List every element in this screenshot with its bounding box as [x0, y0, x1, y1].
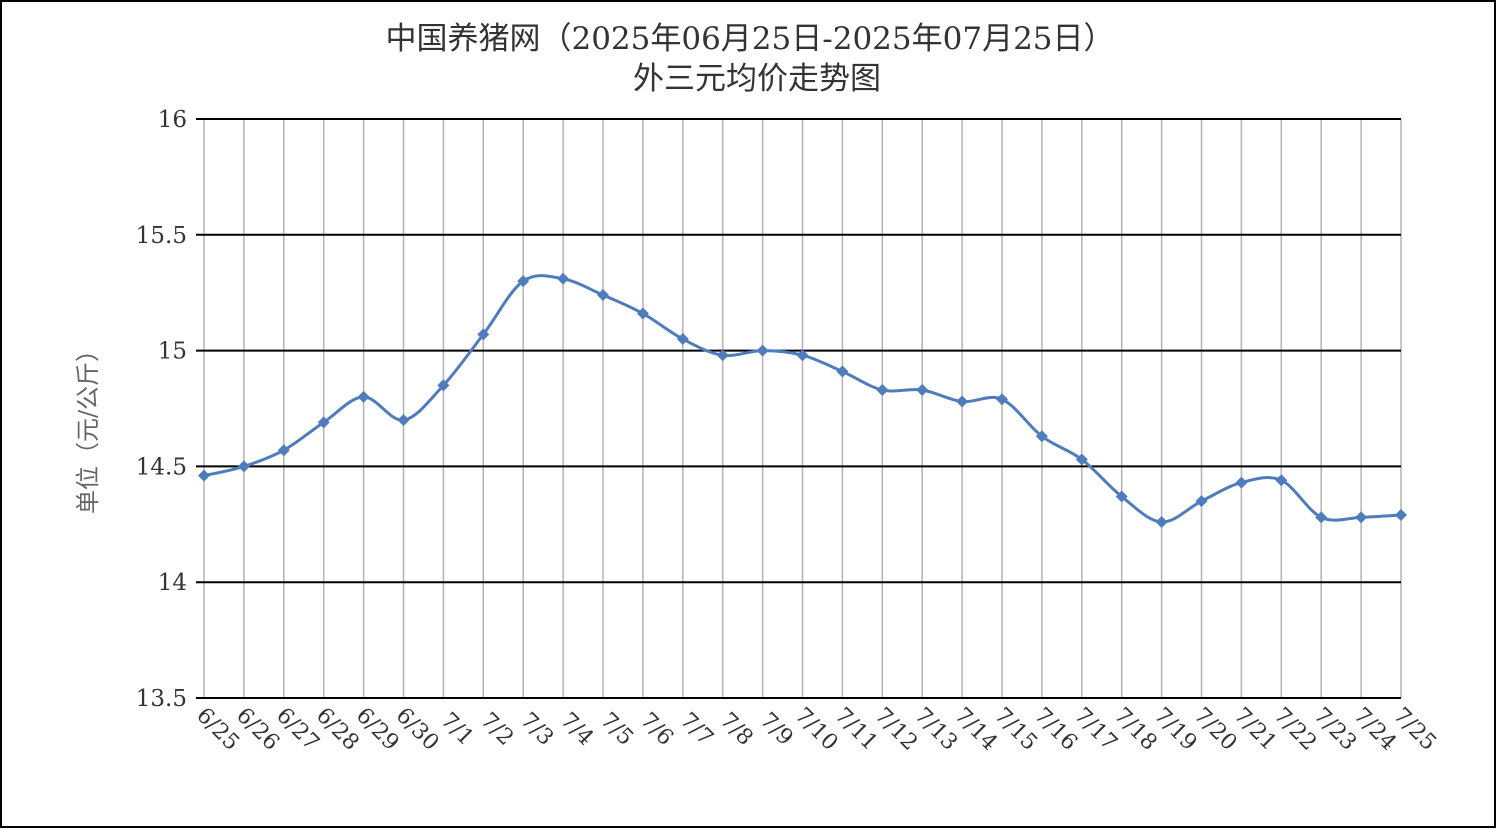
- data-point-marker: [636, 307, 649, 320]
- x-tick-label: 6/29: [351, 703, 404, 756]
- x-tick-label: 7/19: [1149, 703, 1202, 756]
- horizontal-gridlines: [196, 118, 1401, 699]
- x-tick-label: 7/22: [1269, 703, 1322, 756]
- x-tick-label: 7/17: [1069, 703, 1122, 756]
- x-tick-label: 7/3: [515, 708, 558, 751]
- x-tick-label: 7/2: [476, 708, 519, 751]
- data-point-marker: [437, 379, 450, 392]
- data-point-marker: [277, 444, 290, 457]
- data-point-marker: [836, 365, 849, 378]
- data-point-marker: [676, 333, 689, 346]
- data-point-marker: [716, 349, 729, 362]
- data-point-marker: [1395, 509, 1407, 522]
- x-tick-label: 7/7: [675, 708, 718, 751]
- x-tick-label: 7/15: [989, 703, 1042, 756]
- x-tick-label: 6/28: [311, 703, 364, 756]
- data-point-marker: [796, 349, 809, 362]
- y-tick-label: 13.5: [136, 686, 187, 712]
- x-tick-label: 7/16: [1029, 703, 1082, 756]
- x-tick-label: 7/24: [1348, 703, 1401, 756]
- data-point-marker: [557, 272, 570, 285]
- data-point-marker: [1115, 490, 1128, 503]
- data-point-marker: [1155, 515, 1168, 528]
- data-point-marker: [477, 328, 490, 341]
- data-point-marker: [1235, 476, 1248, 489]
- x-tick-label: 7/8: [715, 708, 758, 751]
- data-point-marker: [237, 460, 250, 473]
- x-tick-label: 6/26: [231, 703, 284, 756]
- x-tick-label: 7/14: [949, 703, 1002, 756]
- x-tick-label: 7/23: [1308, 703, 1361, 756]
- x-tick-label: 7/13: [909, 703, 962, 756]
- y-tick-labels: 13.5 14 14.5 15 15.5 16: [136, 107, 187, 712]
- data-point-marker: [756, 344, 769, 357]
- data-point-marker: [956, 395, 969, 408]
- data-point-marker: [876, 383, 889, 396]
- x-tick-label: 7/9: [755, 708, 798, 751]
- y-tick-label: 15: [158, 339, 187, 365]
- data-point-marker: [1275, 474, 1288, 487]
- x-tick-label: 7/21: [1229, 703, 1282, 756]
- data-point-marker: [1075, 453, 1088, 466]
- x-tick-label: 7/20: [1189, 703, 1242, 756]
- x-tick-label: 7/25: [1388, 703, 1441, 756]
- x-tick-label: 7/18: [1109, 703, 1162, 756]
- data-point-marker: [317, 416, 330, 429]
- x-tick-label: 6/25: [191, 703, 244, 756]
- y-axis-label: 单位（元/公斤）: [74, 338, 102, 514]
- data-point-marker: [916, 383, 929, 396]
- data-point-marker: [1355, 511, 1368, 524]
- x-tick-label: 7/6: [635, 708, 678, 751]
- vertical-gridlines: [203, 119, 1402, 698]
- data-point-marker: [517, 275, 530, 288]
- data-point-marker: [1315, 511, 1328, 524]
- x-tick-label: 7/5: [595, 708, 638, 751]
- chart-subtitle: 外三元均价走势图: [633, 61, 881, 97]
- data-point-marker: [357, 390, 370, 403]
- data-point-marker: [1195, 495, 1208, 508]
- data-point-marker: [996, 393, 1008, 406]
- x-tick-label: 7/10: [790, 703, 843, 756]
- y-tick-label: 16: [158, 107, 187, 133]
- x-tick-label: 6/27: [271, 703, 324, 756]
- data-point-marker: [597, 289, 609, 302]
- series-markers: [198, 272, 1407, 528]
- x-tick-label: 7/12: [870, 703, 923, 756]
- data-point-marker: [1035, 430, 1048, 443]
- y-tick-label: 14: [158, 570, 187, 596]
- data-point-marker: [198, 469, 210, 482]
- x-tick-label: 6/30: [391, 703, 444, 756]
- x-tick-label: 7/4: [555, 708, 598, 751]
- chart-title: 中国养猪网（2025年06月25日-2025年07月25日）: [385, 21, 1114, 57]
- data-point-marker: [397, 414, 410, 427]
- x-tick-label: 7/11: [830, 703, 883, 756]
- y-tick-label: 15.5: [136, 223, 187, 249]
- y-tick-label: 14.5: [136, 454, 187, 480]
- x-tick-label: 7/1: [436, 708, 479, 751]
- x-tick-labels: 6/256/266/276/286/296/307/17/27/37/47/57…: [191, 703, 1441, 756]
